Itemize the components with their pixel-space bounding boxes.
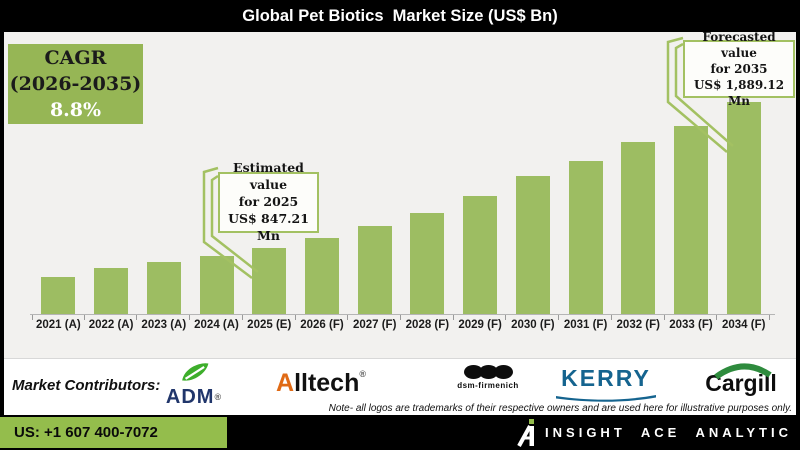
bar-2030-f <box>515 176 550 314</box>
bar-2032-f <box>621 142 656 314</box>
x-axis-label: 2031 (F) <box>563 319 608 331</box>
bar-2024-a <box>199 256 234 314</box>
x-axis-label: 2023 (A) <box>141 319 187 331</box>
bar-2029-f <box>463 196 498 314</box>
bar-2027-f <box>357 226 392 314</box>
phone-number: US: +1 607 400-7072 <box>0 417 227 448</box>
bar-2031-f <box>568 161 603 314</box>
x-axis-label: 2034 (F) <box>721 319 766 331</box>
x-axis-line <box>30 314 775 315</box>
x-axis-labels: 2021 (A) 2022 (A) 2023 (A) 2024 (A) 2025 (E)… <box>32 319 770 331</box>
kerry-swoosh-icon <box>556 395 656 402</box>
alltech-registered-mark: ® <box>359 369 366 379</box>
trademark-note: Note- all logos are trademarks of their … <box>328 403 792 414</box>
page-title: Global Pet Biotics Market Size (US$ Bn) <box>242 6 558 25</box>
bar-2034-f <box>726 102 761 314</box>
title-bar: Global Pet Biotics Market Size (US$ Bn) <box>0 0 800 32</box>
market-contributors-strip: Market Contributors: ADM® Alltech® dsm-f… <box>4 358 796 415</box>
bar-column <box>32 32 85 320</box>
x-axis-label: 2024 (A) <box>194 319 239 331</box>
bar-2023-a <box>146 262 181 314</box>
alltech-wordmark: lltech <box>294 369 360 397</box>
bar-2021-a <box>41 277 76 314</box>
forecast-value-annotation: Forecasted value for 2035 US$ 1,889.12 M… <box>683 30 795 108</box>
dsm-circles-icon <box>450 365 526 379</box>
x-axis-label: 2032 (F) <box>616 319 660 331</box>
estimated-annotation-line1: Estimated value <box>233 160 304 193</box>
dsm-circle-icon <box>493 365 513 379</box>
bar-column <box>612 32 665 320</box>
cagr-period: (2026-2035) <box>9 73 142 95</box>
brand-block: INSIGHT ACE ANALYTIC <box>517 415 792 450</box>
bar-column <box>85 32 138 320</box>
right-frame-border <box>796 32 800 415</box>
alltech-logo: Alltech® <box>276 369 366 398</box>
left-frame-border <box>0 32 4 415</box>
bar-2033-f <box>673 126 708 314</box>
bar-2025-e <box>252 248 287 314</box>
bar-column <box>454 32 507 320</box>
cargill-leaf-icon <box>714 363 772 379</box>
bar-column <box>506 32 559 320</box>
dsm-circle-icon <box>478 365 498 379</box>
bar-column <box>665 32 718 320</box>
bar-column <box>348 32 401 320</box>
forecast-annotation-line2: for 2035 <box>710 61 768 76</box>
estimated-annotation-line2: for 2025 <box>238 194 299 210</box>
cargill-logo: Cargill <box>698 363 784 395</box>
adm-leaf-icon <box>182 363 209 381</box>
adm-logo: ADM® <box>159 361 229 408</box>
bar-column <box>559 32 612 320</box>
bar-column <box>296 32 349 320</box>
dsm-firmenich-logo: dsm-firmenich <box>450 365 526 390</box>
x-axis-label: 2030 (F) <box>511 319 555 331</box>
x-axis-label: 2026 (F) <box>300 319 344 331</box>
x-axis-label: 2033 (F) <box>669 319 713 331</box>
adm-registered-mark: ® <box>214 392 223 402</box>
x-axis-label: 2027 (F) <box>352 319 397 331</box>
bar-2028-f <box>410 213 445 314</box>
forecast-annotation-value: US$ 1,889.12 Mn <box>693 78 785 109</box>
insight-ace-logo-icon <box>517 418 535 447</box>
adm-logo-text: ADM® <box>159 386 229 408</box>
kerry-wordmark: KERRY <box>561 365 651 391</box>
adm-wordmark: ADM <box>165 386 215 408</box>
cagr-label: CAGR <box>44 47 107 69</box>
dsm-circle-icon <box>463 365 483 379</box>
footer-bar: US: +1 607 400-7072 INSIGHT ACE ANALYTIC <box>0 415 800 450</box>
bar-column <box>137 32 190 320</box>
alltech-initial: A <box>276 369 295 397</box>
estimated-value-annotation: Estimated value for 2025 US$ 847.21 Mn <box>218 160 319 243</box>
forecast-annotation-line1: Forecasted value <box>702 29 776 60</box>
estimated-annotation-value: US$ 847.21 Mn <box>228 210 309 243</box>
market-contributors-label: Market Contributors: <box>12 377 161 394</box>
bars-row <box>32 32 770 320</box>
dsm-wordmark: dsm-firmenich <box>457 381 519 390</box>
bar-column <box>401 32 454 320</box>
bar-2022-a <box>94 268 129 314</box>
kerry-logo: KERRY <box>554 367 658 407</box>
bar-2026-f <box>304 238 339 314</box>
x-axis-label: 2021 (A) <box>35 319 81 331</box>
cagr-value: 8.8% <box>49 99 102 121</box>
x-axis-label: 2025 (E) <box>247 319 292 331</box>
brand-name: INSIGHT ACE ANALYTIC <box>545 425 792 440</box>
x-axis-label: 2029 (F) <box>458 319 502 331</box>
cagr-box: CAGR (2026-2035) 8.8% <box>8 44 143 124</box>
x-axis-label: 2022 (A) <box>88 319 134 331</box>
x-axis-label: 2028 (F) <box>405 319 450 331</box>
